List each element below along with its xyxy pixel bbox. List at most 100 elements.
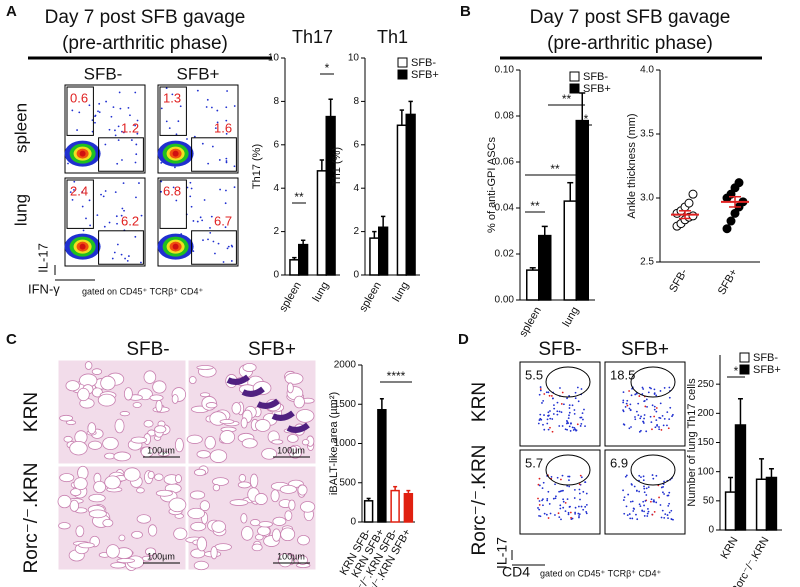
event-dot [538, 504, 541, 506]
legend-swatch [739, 364, 750, 375]
alveolus [65, 420, 77, 426]
gate [191, 230, 237, 265]
event-dot [582, 508, 585, 511]
event-dot [224, 202, 227, 205]
event-dot [192, 220, 195, 222]
alveolus [255, 419, 271, 432]
event-dot [165, 120, 168, 123]
event-dot [212, 240, 215, 243]
event-dot [622, 423, 625, 426]
alveolus [69, 440, 88, 456]
event-dot [190, 187, 193, 190]
event-dot [558, 516, 561, 519]
significance: ** [562, 92, 572, 106]
event-dot [547, 391, 550, 394]
event-dot [121, 207, 124, 210]
event-dot [73, 188, 75, 191]
event-dot [625, 474, 628, 477]
event-dot [652, 477, 655, 480]
event-dot [634, 393, 637, 396]
event-dot [551, 397, 554, 400]
event-dot [552, 413, 555, 415]
alveolus [301, 439, 310, 446]
event-dot [622, 391, 625, 394]
event-dot [632, 510, 635, 512]
density [172, 243, 179, 250]
event-dot [667, 504, 670, 507]
event-dot [556, 410, 559, 413]
gate [159, 86, 187, 136]
event-dot [585, 503, 588, 506]
event-dot [623, 496, 626, 499]
alveolus [158, 450, 170, 457]
event-dot [136, 119, 139, 122]
event-dot [230, 244, 233, 247]
event-dot [638, 503, 641, 506]
event-dot [671, 415, 673, 418]
alveolus [57, 494, 72, 509]
legend-label: SFB- [753, 352, 778, 364]
alveolus [196, 536, 207, 552]
legend-swatch [569, 83, 580, 94]
alveolus [272, 516, 287, 526]
event-dot [78, 111, 81, 114]
event-dot [76, 129, 78, 131]
event-dot [127, 106, 130, 109]
y-tick-label: 500 [339, 477, 356, 488]
event-dot [219, 188, 221, 191]
event-dot [630, 394, 633, 397]
event-dot [666, 494, 669, 497]
significance: ** [294, 190, 304, 204]
event-dot [110, 115, 113, 118]
event-dot [225, 106, 228, 109]
event-dot [575, 429, 577, 432]
event-dot [124, 257, 126, 260]
gating-note: gated on CD45⁺ TCRβ⁺ CD4⁺ [540, 568, 662, 578]
significance: ** [550, 162, 560, 176]
alveolus [73, 477, 88, 491]
event-dot [644, 405, 647, 408]
event-dot [653, 510, 656, 513]
event-dot [565, 422, 568, 425]
axis-label: IL-17 [494, 537, 510, 569]
event-dot [546, 499, 549, 502]
event-dot [225, 160, 228, 162]
event-dot [121, 159, 123, 161]
alveolus [214, 543, 232, 551]
event-dot [539, 386, 542, 388]
event-dot [568, 479, 570, 481]
y-tick-label: 4.0 [640, 65, 654, 76]
alveolus [194, 468, 206, 477]
event-dot [71, 109, 74, 112]
y-tick-label: 2 [353, 226, 359, 237]
infiltrate [226, 374, 250, 385]
event-dot [120, 214, 123, 217]
event-dot [630, 483, 633, 485]
event-dot [227, 245, 230, 248]
event-dot [577, 400, 580, 403]
event-dot [207, 162, 210, 165]
event-dot [641, 509, 644, 512]
density [79, 243, 86, 250]
event-dot [567, 417, 570, 420]
event-dot [562, 403, 565, 406]
alveolus [174, 474, 182, 484]
legend-swatch [569, 71, 580, 82]
event-dot [658, 416, 661, 419]
density [79, 150, 86, 157]
alveolus [154, 425, 167, 434]
axis-label: IL-17 [35, 243, 50, 273]
gate [98, 230, 144, 265]
y-tick-label: 2.5 [640, 257, 654, 268]
event-dot [214, 127, 217, 130]
event-dot [230, 260, 233, 262]
event-dot [547, 517, 550, 519]
y-tick-label: 6 [353, 139, 359, 150]
event-dot [98, 102, 101, 105]
event-dot [574, 397, 577, 400]
y-tick-label: 0 [708, 525, 714, 536]
alveolus [143, 420, 154, 428]
event-dot [666, 514, 669, 516]
panel-label: B [460, 3, 471, 20]
event-dot [654, 426, 657, 429]
